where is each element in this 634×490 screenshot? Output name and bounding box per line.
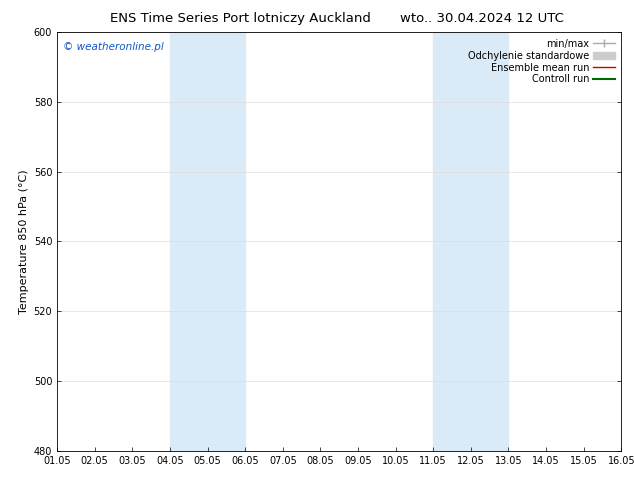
Text: ENS Time Series Port lotniczy Auckland: ENS Time Series Port lotniczy Auckland xyxy=(110,12,372,25)
Text: wto.. 30.04.2024 12 UTC: wto.. 30.04.2024 12 UTC xyxy=(400,12,564,25)
Text: © weatheronline.pl: © weatheronline.pl xyxy=(63,42,164,52)
Bar xyxy=(433,32,508,451)
Legend: min/max, Odchylenie standardowe, Ensemble mean run, Controll run: min/max, Odchylenie standardowe, Ensembl… xyxy=(466,37,616,86)
Y-axis label: Temperature 850 hPa (°C): Temperature 850 hPa (°C) xyxy=(20,169,29,314)
Bar xyxy=(170,32,245,451)
